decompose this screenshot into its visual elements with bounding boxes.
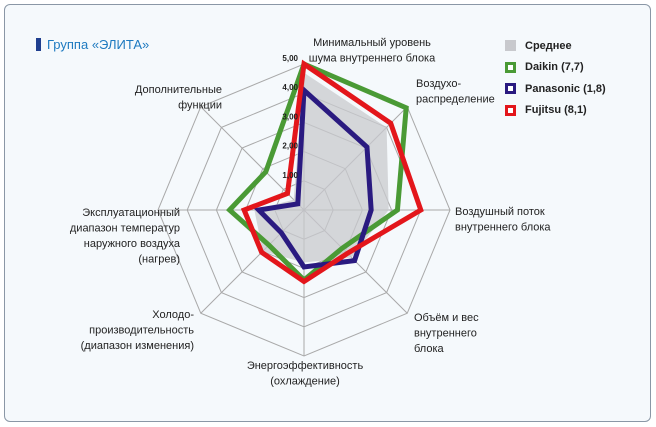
title-text: Группа «ЭЛИТА» [47,37,150,52]
legend-label: Среднее [525,39,572,52]
axis-label: Эксплуатационный [82,207,180,219]
axis-label: Воздухо- [416,78,462,90]
axis-label: производительность [89,325,194,337]
series-line-2 [253,84,374,270]
legend-swatch-icon [505,40,516,52]
axis-label: наружного воздуха [84,238,181,250]
axis-label: (нагрев) [138,254,180,266]
chart-title: Группа «ЭЛИТА» [36,37,149,52]
axis-label: блока [414,343,445,355]
axis-label: внутреннего блока [455,222,551,234]
series-average-area [254,72,389,263]
axis-label: шума внутреннего блока [309,53,436,65]
axis-label: распределение [416,94,495,106]
axis-label: диапазон температур [70,223,180,235]
axis-label: (диапазон изменения) [81,340,194,352]
axis-label: Холодо- [152,309,194,321]
legend: Среднее Daikin (7,7) Panasonic (1,8) Fujits… [505,35,606,121]
axis-label: Энергоэффективность [247,360,364,372]
legend-swatch-icon [505,61,516,73]
axis-label: (охлаждение) [270,376,340,388]
tick-label: 1,00 [282,171,298,180]
tick-label: 3,00 [282,112,298,121]
axis-label: функции [178,100,222,112]
series-line-3 [240,59,424,285]
legend-label: Panasonic (1,8) [525,82,606,95]
tick-label: 5,00 [282,54,298,63]
legend-swatch-icon [505,104,516,116]
legend-item: Panasonic (1,8) [505,78,606,100]
axis-label: Минимальный уровень [313,37,431,49]
tick-label: 2,00 [282,142,298,151]
legend-item: Daikin (7,7) [505,57,606,79]
title-marker [36,38,41,51]
axis-label: Воздушный поток [455,206,545,218]
tick-labels: 1,00 2,00 3,00 4,00 5,00 [282,54,298,180]
legend-item: Среднее [505,35,606,57]
legend-swatch-icon [505,83,516,95]
axis-labels: Минимальный уровень шума внутреннего блок… [70,37,552,388]
axis-label: Объём и вес [414,312,479,324]
axis-label: Дополнительные [135,84,222,96]
series-layer [225,59,424,285]
legend-item: Fujitsu (8,1) [505,100,606,122]
axis-label: внутреннего [414,328,477,340]
legend-label: Fujitsu (8,1) [525,104,587,117]
tick-label: 4,00 [282,83,298,92]
legend-label: Daikin (7,7) [525,61,584,74]
